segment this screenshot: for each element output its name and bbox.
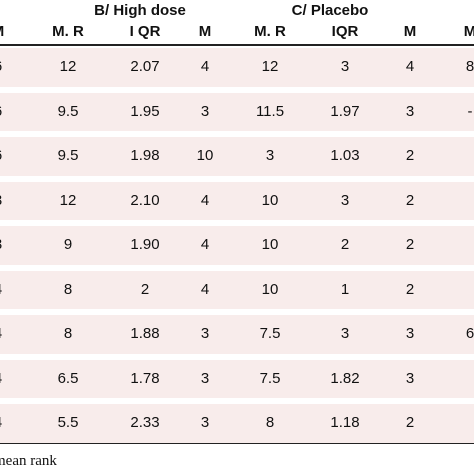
table-cell: 4 [405, 58, 415, 75]
table-cell: 10 [261, 280, 279, 298]
column-header: IQR [331, 23, 359, 40]
table-cell: 8 [63, 325, 73, 342]
table-cell: 1.18 [330, 414, 360, 431]
column-header: I QR [129, 23, 161, 40]
table-cell: 6 [0, 147, 2, 165]
table-cell: 3 [0, 236, 2, 254]
table-cell: 4 [200, 58, 210, 75]
table-cell: 1.90 [130, 236, 160, 253]
row-band [0, 315, 474, 354]
table-cell: 1.82 [330, 369, 360, 387]
table-cell: 3 [200, 414, 210, 431]
column-header: M. R [254, 23, 286, 40]
table-cell: 3 [340, 325, 350, 342]
table-cell: 2.07 [130, 58, 160, 75]
table-cell: 4 [0, 281, 2, 299]
table-cell: 9 [63, 236, 73, 253]
table-cell: 7.5 [259, 325, 281, 342]
table-cell: 3 [405, 369, 415, 387]
table-cell: 10 [261, 236, 279, 253]
table-cell: 12 [59, 191, 77, 209]
table-cell: 1.78 [130, 369, 160, 387]
table-cell: 8 [465, 58, 474, 75]
column-header: M [0, 23, 4, 41]
footnote: mean rank [0, 453, 57, 469]
group-title: C/ Placebo [291, 2, 369, 19]
table-cell: 4 [200, 191, 210, 209]
row-band [0, 92, 474, 131]
table-cell: 2 [405, 236, 415, 253]
table-cell: - [467, 102, 473, 120]
table-cell: 3 [200, 325, 210, 342]
table-cell: 6 [465, 325, 474, 342]
column-header: M [403, 23, 417, 40]
table-cell: 10 [196, 147, 214, 164]
table-cell: 2.33 [130, 414, 160, 431]
row-band [0, 226, 474, 265]
table-cell: 4 [200, 236, 210, 253]
table-cell: 6 [0, 58, 2, 76]
table-cell: 12 [59, 58, 77, 75]
table-cell: 3 [200, 369, 210, 387]
table-cell: 7.5 [259, 369, 281, 387]
table-cell: 3 [340, 58, 350, 75]
table-cell: 1.98 [130, 147, 160, 164]
column-header: M [463, 23, 474, 40]
table-cell: 3 [265, 147, 275, 164]
table-cell: 9.5 [57, 102, 79, 120]
table-cell: 10 [261, 191, 279, 209]
table-cell: 4 [0, 414, 2, 432]
table-cell: 11.5 [255, 102, 285, 120]
table-cell: 1.97 [330, 102, 360, 120]
row-band [0, 270, 474, 309]
table-cell: 2 [405, 280, 415, 298]
row-band [0, 181, 474, 220]
table-cell: 1.88 [130, 325, 160, 342]
table-cell: 3 [0, 192, 2, 210]
table-cell: 3 [200, 102, 210, 120]
header-rule [0, 44, 474, 46]
table-cell: 5.5 [57, 414, 79, 431]
table-cell: 2.10 [130, 191, 160, 209]
table-cell: 1.03 [330, 147, 360, 164]
table-cell: 8 [265, 414, 275, 431]
table-cell: 2 [405, 414, 415, 431]
row-band [0, 404, 474, 443]
bottom-rule [0, 442, 474, 444]
table-cell: 6 [0, 103, 2, 121]
table-cell: 12 [261, 58, 279, 75]
table-cell: 4 [200, 280, 210, 298]
table-cell: 3 [340, 191, 350, 209]
row-band [0, 137, 474, 176]
table-cell: 6.5 [57, 369, 79, 387]
group-title: B/ High dose [94, 2, 186, 19]
column-header: M. R [52, 23, 84, 40]
table-cell: 1 [340, 280, 350, 298]
table-cell: 3 [405, 102, 415, 120]
table-cell: 1.95 [130, 102, 160, 120]
table-cell: 9.5 [57, 147, 79, 164]
table-cell: 4 [0, 325, 2, 343]
row-band [0, 359, 474, 398]
table-cell: 2 [340, 236, 350, 253]
table-cell: 2 [405, 147, 415, 164]
table-cell: 8 [63, 280, 73, 298]
table-cell: 4 [0, 370, 2, 388]
column-header: M [198, 23, 212, 40]
row-band [0, 48, 474, 87]
table-cell: 2 [140, 280, 150, 298]
table-cell: 2 [405, 191, 415, 209]
table-cell: 3 [405, 325, 415, 342]
